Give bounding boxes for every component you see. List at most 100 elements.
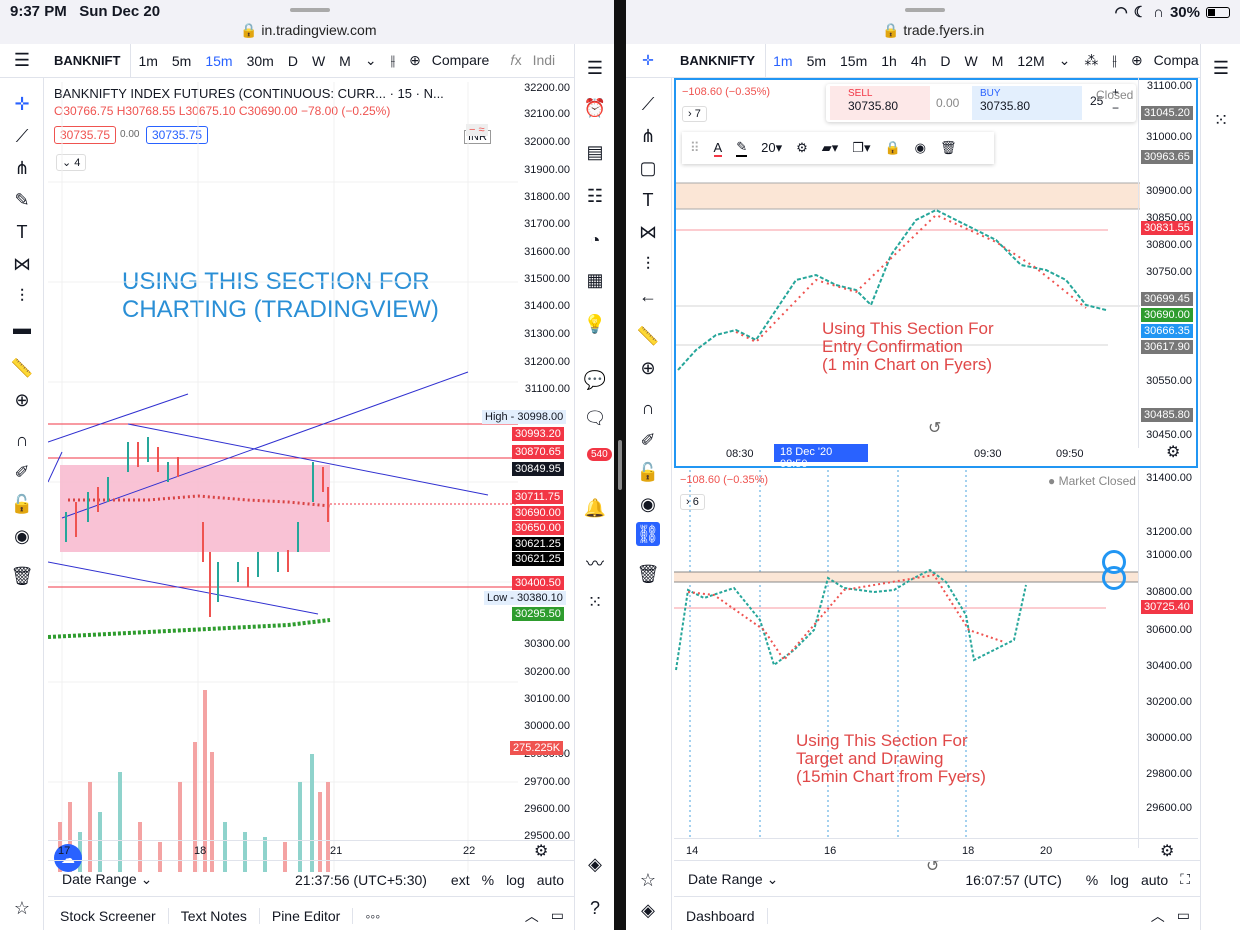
more-tabs-button[interactable]: ◦◦◦ bbox=[365, 907, 381, 924]
pencil-lock-icon[interactable]: ✐ bbox=[640, 430, 656, 450]
crosshair-icon[interactable]: ✛ bbox=[14, 94, 30, 114]
symbol-search[interactable]: BANKNIFTY bbox=[670, 44, 767, 78]
hotlist-icon[interactable]: ◔ bbox=[589, 230, 601, 250]
interval-5m[interactable]: 5m bbox=[806, 52, 827, 69]
ruler-icon[interactable]: 📏 bbox=[636, 326, 660, 346]
lock-icon[interactable]: 🔒 bbox=[884, 140, 901, 155]
symbol-search[interactable]: BANKNIFT bbox=[44, 44, 132, 78]
interval-5m[interactable]: 5m bbox=[171, 52, 192, 69]
fullscreen-icon[interactable]: ⛶ bbox=[1180, 871, 1190, 887]
left-price-axis[interactable]: 32200.00 32100.00 32000.00 31900.00 3180… bbox=[518, 82, 574, 872]
clone-icon[interactable]: ❐▾ bbox=[852, 140, 871, 155]
trend-line-icon[interactable]: ⟋ bbox=[15, 126, 29, 146]
menu-icon[interactable]: ☰ bbox=[13, 50, 31, 70]
bottom-time-axis[interactable]: 14 16 18 20 ⚙ bbox=[674, 838, 1198, 862]
ideas-bulb-icon[interactable]: 💡 bbox=[583, 314, 607, 334]
dom-icon[interactable]: ⁙ bbox=[587, 592, 603, 612]
chevron-down-icon[interactable]: ⌄ bbox=[364, 52, 377, 68]
trading-panel-icon[interactable]: 〰 bbox=[586, 554, 604, 574]
interval-12m[interactable]: 12M bbox=[1017, 52, 1045, 69]
lock-icon[interactable]: 🔓 bbox=[10, 494, 34, 514]
chevron-up-icon[interactable]: ︿ bbox=[524, 907, 539, 924]
magnet-icon[interactable]: ∩ bbox=[641, 398, 655, 418]
pine-editor-tab[interactable]: Pine Editor bbox=[260, 907, 354, 924]
bottom-price-axis[interactable]: 31400.00 31200.00 31000.00 30800.00 3060… bbox=[1138, 470, 1198, 848]
percent-toggle[interactable]: % bbox=[1085, 871, 1099, 888]
bell-icon[interactable]: 🔔 bbox=[583, 498, 607, 518]
interval-d[interactable]: D bbox=[287, 52, 298, 69]
date-range-button[interactable]: Date Range ⌄ bbox=[688, 871, 779, 887]
eye-icon[interactable]: ◉ bbox=[640, 494, 656, 514]
alarm-clock-icon[interactable]: ⏰ bbox=[583, 98, 607, 118]
alert-icon[interactable]: − ≈ bbox=[466, 124, 488, 136]
log-toggle[interactable]: log bbox=[506, 871, 525, 888]
top-chart-panel[interactable]: −108.60 (−0.35%) › 7 SELL 30735.80 0.00 B… bbox=[674, 78, 1198, 470]
calendar-icon[interactable]: ▦ bbox=[586, 270, 604, 290]
magnet-icon[interactable]: ∩ bbox=[15, 430, 29, 450]
interval-30m[interactable]: 30m bbox=[246, 52, 274, 69]
pattern-icon[interactable]: ⋈ bbox=[13, 254, 31, 274]
collapse-indicators-button[interactable]: ⌄ 4 bbox=[56, 154, 87, 171]
log-toggle[interactable]: log bbox=[1110, 871, 1129, 888]
interval-1h[interactable]: 1h bbox=[881, 52, 897, 69]
reset-icon[interactable]: ↺ bbox=[926, 858, 940, 875]
right-url-bar[interactable]: 🔒 trade.fyers.in bbox=[882, 22, 985, 38]
zoom-in-icon[interactable]: ⊕ bbox=[14, 390, 30, 410]
interval-m[interactable]: M bbox=[991, 52, 1004, 69]
text-icon[interactable]: T bbox=[16, 222, 28, 242]
news-icon[interactable]: ▤ bbox=[586, 142, 604, 162]
ext-toggle[interactable]: ext bbox=[450, 871, 470, 888]
compare-button[interactable]: ⊕ Compa bbox=[1130, 52, 1199, 68]
line-width-icon[interactable]: ▬ bbox=[13, 318, 31, 338]
bottom-chart-panel[interactable]: −108.60 (−0.35%) ● Market Closed › 6 Usi… bbox=[674, 470, 1198, 875]
layers-icon[interactable]: ◈ bbox=[641, 900, 655, 920]
auto-toggle[interactable]: auto bbox=[536, 871, 564, 888]
watchlist-icon[interactable]: ☰ bbox=[586, 58, 604, 78]
interval-w[interactable]: W bbox=[311, 52, 326, 69]
interval-d[interactable]: D bbox=[940, 52, 951, 69]
eye-icon[interactable]: ◉ bbox=[914, 140, 927, 155]
date-range-button[interactable]: Date Range ⌄ bbox=[62, 871, 153, 887]
trend-line-icon[interactable]: ⟋ bbox=[641, 94, 655, 114]
zoom-in-icon[interactable]: ⊕ bbox=[640, 358, 656, 378]
sell-button[interactable]: SELL 30735.80 bbox=[830, 86, 930, 120]
left-url-bar[interactable]: 🔒 in.tradingview.com bbox=[240, 22, 377, 38]
watchlist-icon[interactable]: ☰ bbox=[1212, 58, 1230, 78]
interval-1m[interactable]: 1m bbox=[773, 52, 793, 69]
stock-screener-tab[interactable]: Stock Screener bbox=[48, 907, 169, 924]
font-size-select[interactable]: 20▾ bbox=[761, 140, 783, 155]
split-divider[interactable] bbox=[614, 0, 626, 930]
top-price-axis[interactable]: 31100.00 31000.00 30900.00 30850.00 3080… bbox=[1138, 78, 1198, 448]
interval-m[interactable]: M bbox=[339, 52, 351, 69]
interval-15m[interactable]: 15m bbox=[840, 52, 868, 69]
collapse-indicators-button[interactable]: › 7 bbox=[682, 106, 707, 122]
settings-gear-icon[interactable]: ⚙ bbox=[534, 843, 549, 860]
pencil-lock-icon[interactable]: ✐ bbox=[14, 462, 30, 482]
pitchfork-icon[interactable]: ⋔ bbox=[640, 126, 656, 146]
rectangle-icon[interactable]: ▢ bbox=[639, 158, 657, 178]
settings-gear-icon[interactable]: ⚙ bbox=[796, 140, 808, 155]
interval-1m[interactable]: 1m bbox=[138, 52, 158, 69]
chart-area[interactable]: BANKNIFTY INDEX FUTURES (CONTINUOUS: CUR… bbox=[48, 82, 518, 872]
template-icon[interactable]: ▰▾ bbox=[821, 140, 839, 155]
settings-gear-icon[interactable]: ⚙ bbox=[1166, 444, 1181, 461]
drag-handle-icon[interactable]: ⠿ bbox=[690, 140, 700, 155]
percent-toggle[interactable]: % bbox=[481, 871, 495, 888]
reset-icon[interactable]: ↺ bbox=[928, 420, 942, 437]
maximize-icon[interactable]: ▭ bbox=[550, 907, 564, 923]
star-icon[interactable]: ☆ bbox=[639, 870, 657, 890]
auto-toggle[interactable]: auto bbox=[1140, 871, 1169, 888]
prediction-icon[interactable]: ⫶ bbox=[19, 286, 25, 306]
arrow-left-icon[interactable]: ← bbox=[639, 286, 657, 306]
chat-icon[interactable]: 💬 bbox=[583, 370, 607, 390]
chevron-up-icon[interactable]: ︿ bbox=[1150, 907, 1165, 924]
trash-icon[interactable]: 🗑 bbox=[636, 564, 660, 584]
maximize-icon[interactable]: ▭ bbox=[1176, 907, 1190, 923]
chevron-down-icon[interactable]: ⌄ bbox=[1058, 52, 1071, 68]
link-icon[interactable]: ⛓ bbox=[636, 522, 660, 546]
prediction-icon[interactable]: ⫶ bbox=[645, 254, 651, 274]
indicators-button[interactable]: 𝑓x Indi bbox=[510, 52, 556, 68]
text-color-icon[interactable]: A bbox=[713, 139, 723, 157]
interval-w[interactable]: W bbox=[964, 52, 978, 69]
pattern-icon[interactable]: ⋈ bbox=[639, 222, 657, 242]
